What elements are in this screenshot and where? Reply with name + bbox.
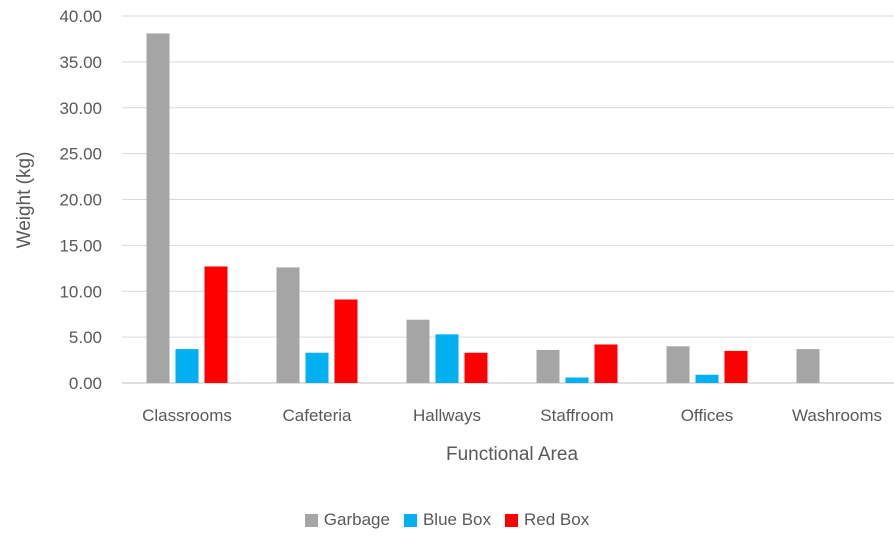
- y-tick-label: 40.00: [59, 7, 102, 26]
- bar-blue-box-staffroom: [565, 377, 589, 383]
- legend-item-garbage: Garbage: [304, 510, 390, 530]
- y-tick-label: 30.00: [59, 99, 102, 118]
- x-tick-label: Cafeteria: [283, 406, 353, 425]
- legend-item-blue-box: Blue Box: [403, 510, 491, 530]
- legend: Garbage Blue Box Red Box: [0, 510, 894, 530]
- bar-red-box-cafeteria: [334, 299, 358, 383]
- bar-blue-box-classrooms: [175, 349, 199, 383]
- x-tick-label: Classrooms: [142, 406, 232, 425]
- bar-red-box-staffroom: [594, 344, 618, 383]
- y-tick-label: 35.00: [59, 53, 102, 72]
- bar-red-box-classrooms: [204, 266, 228, 383]
- x-tick-label: Washrooms: [792, 406, 882, 425]
- bar-garbage-offices: [666, 346, 690, 383]
- y-tick-label: 5.00: [69, 328, 102, 347]
- gridlines: [122, 15, 894, 384]
- x-tick-label: Offices: [681, 406, 734, 425]
- x-tick-label: Hallways: [413, 406, 481, 425]
- bar-blue-box-offices: [695, 374, 719, 383]
- bar-garbage-classrooms: [146, 33, 170, 384]
- legend-label: Red Box: [524, 510, 590, 529]
- y-tick-label: 20.00: [59, 191, 102, 210]
- bar-blue-box-cafeteria: [305, 352, 329, 383]
- legend-label: Garbage: [323, 510, 390, 529]
- bars: [146, 33, 820, 384]
- bar-garbage-cafeteria: [276, 267, 300, 383]
- bar-garbage-hallways: [406, 319, 430, 383]
- bar-garbage-staffroom: [536, 349, 560, 383]
- legend-swatch: [403, 513, 417, 527]
- x-tick-label: Staffroom: [540, 406, 613, 425]
- y-tick-label: 0.00: [69, 374, 102, 393]
- x-axis-ticks: Classrooms Cafeteria Hallways Staffroom Offi…: [142, 406, 882, 425]
- legend-label: Blue Box: [422, 510, 491, 529]
- y-tick-label: 10.00: [59, 282, 102, 301]
- bar-red-box-offices: [724, 350, 748, 383]
- y-tick-label: 15.00: [59, 236, 102, 255]
- x-axis-title: Functional Area: [446, 444, 578, 465]
- y-axis-title: Weight (kg): [14, 152, 35, 249]
- bar-chart: 0.00 5.00 10.00 15.00 20.00 25.00 30.00 35.00 40…: [14, 7, 894, 465]
- bar-red-box-hallways: [464, 352, 488, 383]
- y-axis-ticks: 0.00 5.00 10.00 15.00 20.00 25.00 30.00 35.00 40…: [59, 7, 102, 393]
- legend-swatch: [505, 513, 518, 527]
- y-tick-label: 25.00: [59, 145, 102, 164]
- bar-garbage-washrooms: [796, 349, 820, 383]
- legend-swatch: [304, 513, 318, 527]
- legend-item-red-box: Red Box: [505, 510, 589, 530]
- bar-blue-box-hallways: [435, 334, 459, 383]
